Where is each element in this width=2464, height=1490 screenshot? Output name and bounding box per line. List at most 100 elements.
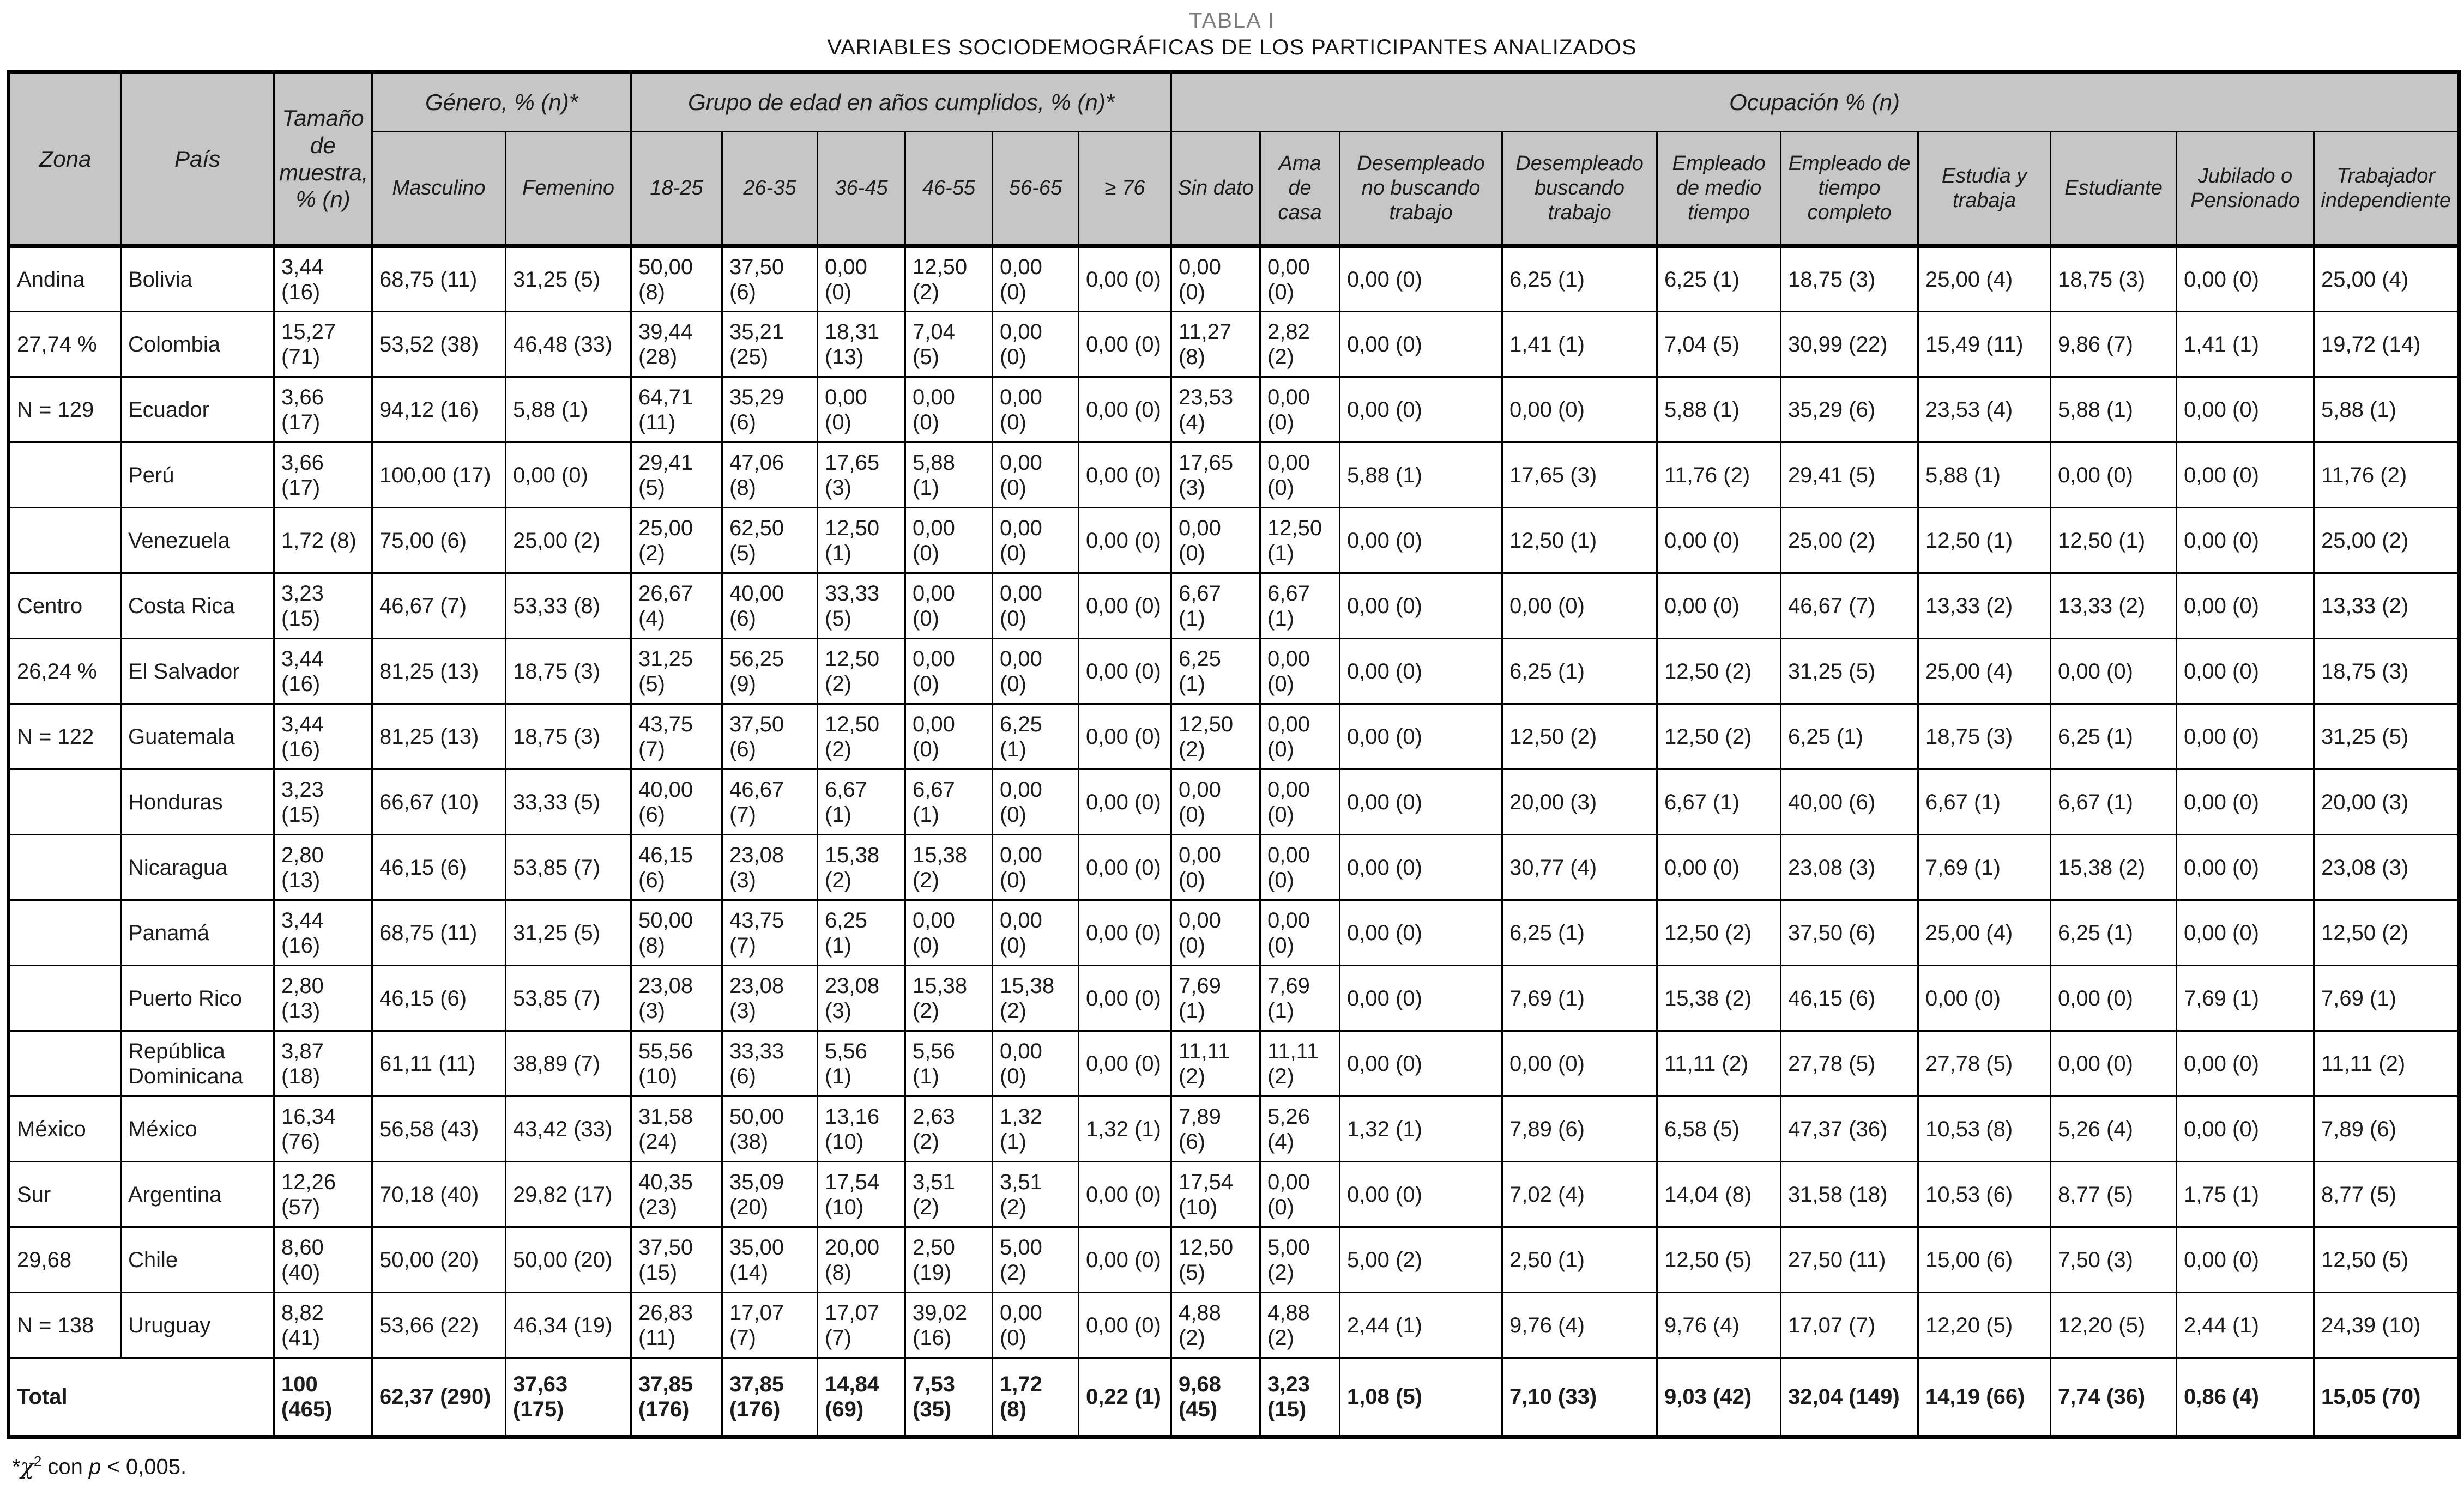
value-cell: 9,76 (4) (1656, 1292, 1782, 1359)
value-cell: 40,35 (23) (630, 1161, 723, 1228)
value-cell: 33,33 (5) (505, 768, 632, 835)
value-cell: 2,50 (19) (904, 1226, 993, 1293)
value-cell: 35,00 (14) (721, 1226, 818, 1293)
value-cell: 3,44 (16) (273, 703, 373, 770)
value-cell: 25,00 (2) (505, 507, 632, 574)
value-cell: 13,33 (2) (2313, 572, 2460, 639)
value-cell: 6,67 (1) (1917, 768, 2052, 835)
value-cell: 12,20 (5) (2050, 1292, 2178, 1359)
value-cell: 2,44 (1) (1339, 1292, 1503, 1359)
value-cell: 0,00 (0) (2050, 441, 2178, 508)
value-cell: 12,50 (2) (904, 245, 993, 312)
value-cell: 9,86 (7) (2050, 311, 2178, 378)
value-cell: 23,08 (3) (630, 965, 723, 1032)
value-cell: 23,08 (3) (2313, 834, 2460, 901)
value-cell: 7,69 (1) (1501, 965, 1658, 1032)
value-cell: 7,69 (1) (1170, 965, 1261, 1032)
value-cell: 39,02 (16) (904, 1292, 993, 1359)
value-cell: 37,50 (6) (721, 245, 818, 312)
value-cell: 46,67 (7) (721, 768, 818, 835)
p-value-symbol: p (89, 1455, 101, 1479)
zona-cell: Sur (8, 1161, 122, 1228)
value-cell: 3,66 (17) (273, 441, 373, 508)
value-cell: 27,50 (11) (1780, 1226, 1919, 1293)
value-cell: 0,00 (0) (1501, 376, 1658, 443)
value-cell: 0,00 (0) (1656, 507, 1782, 574)
pais-cell: Chile (120, 1226, 275, 1293)
value-cell: 11,76 (2) (2313, 441, 2460, 508)
value-cell: 0,00 (0) (1339, 703, 1503, 770)
value-cell: 0,00 (0) (1339, 638, 1503, 705)
pais-cell: Honduras (120, 768, 275, 835)
value-cell: 50,00 (20) (505, 1226, 632, 1293)
value-cell: 5,88 (1) (1656, 376, 1782, 443)
value-cell: 6,25 (1) (1170, 638, 1261, 705)
value-cell: 0,00 (0) (2176, 638, 2315, 705)
value-cell: 9,76 (4) (1501, 1292, 1658, 1359)
value-cell: 17,54 (10) (817, 1161, 906, 1228)
value-cell: 11,27 (8) (1170, 311, 1261, 378)
value-cell: 46,15 (6) (630, 834, 723, 901)
value-cell: 25,00 (2) (2313, 507, 2460, 574)
total-value-cell: 14,19 (66) (1917, 1357, 2052, 1438)
value-cell: 1,32 (1) (992, 1095, 1079, 1162)
value-cell: 13,16 (10) (817, 1095, 906, 1162)
value-cell: 31,25 (5) (630, 638, 723, 705)
value-cell: 1,75 (1) (2176, 1161, 2315, 1228)
value-cell: 0,00 (0) (1170, 899, 1261, 966)
value-cell: 25,00 (2) (1780, 507, 1919, 574)
value-cell: 53,52 (38) (371, 311, 506, 378)
value-cell: 35,29 (6) (721, 376, 818, 443)
value-cell: 8,82 (41) (273, 1292, 373, 1359)
zona-cell: 29,68 (8, 1226, 122, 1293)
value-cell: 75,00 (6) (371, 507, 506, 574)
header-pais: País (120, 71, 275, 247)
value-cell: 18,75 (3) (1780, 245, 1919, 312)
zona-cell: 27,74 % (8, 311, 122, 378)
value-cell: 8,77 (5) (2050, 1161, 2178, 1228)
value-cell: 0,00 (0) (1259, 245, 1341, 312)
value-cell: 0,00 (0) (1077, 572, 1173, 639)
value-cell: 35,29 (6) (1780, 376, 1919, 443)
value-cell: 0,00 (0) (2050, 638, 2178, 705)
value-cell: 0,00 (0) (1077, 638, 1173, 705)
value-cell: 31,25 (5) (505, 899, 632, 966)
header-empleado-tiempo-completo: Empleado de tiempo completo (1780, 131, 1919, 247)
value-cell: 3,87 (18) (273, 1030, 373, 1097)
value-cell: 0,00 (0) (992, 245, 1079, 312)
value-cell: 0,00 (0) (992, 768, 1079, 835)
value-cell: 11,11 (2) (1259, 1030, 1341, 1097)
value-cell: 0,00 (0) (2176, 572, 2315, 639)
value-cell: 4,88 (2) (1170, 1292, 1261, 1359)
value-cell: 0,00 (0) (1077, 899, 1173, 966)
table-row: Puerto Rico 2,80 (13) 46,15 (6) 53,85 (7) 23… (8, 965, 2460, 1032)
table-row: Centro Costa Rica 3,23 (15) 46,67 (7) 53,33 … (8, 572, 2460, 639)
zona-cell: 26,24 % (8, 638, 122, 705)
value-cell: 6,25 (1) (1656, 245, 1782, 312)
value-cell: 18,31 (13) (817, 311, 906, 378)
value-cell: 7,50 (3) (2050, 1226, 2178, 1293)
table-row: Panamá 3,44 (16) 68,75 (11) 31,25 (5) 50,00 … (8, 899, 2460, 966)
value-cell: 7,89 (6) (1170, 1095, 1261, 1162)
value-cell: 0,00 (0) (904, 899, 993, 966)
header-ocupacion-group: Ocupación % (n) (1170, 71, 2460, 132)
value-cell: 5,88 (1) (1917, 441, 2052, 508)
value-cell: 12,50 (1) (1917, 507, 2052, 574)
value-cell: 0,00 (0) (992, 376, 1079, 443)
table-row: 29,68 Chile 8,60 (40) 50,00 (20) 50,00 (20) 3… (8, 1226, 2460, 1293)
total-row: Total 100 (465) 62,37 (290) 37,63 (175) 37,8… (8, 1357, 2460, 1438)
value-cell: 0,00 (0) (1170, 245, 1261, 312)
pais-cell: Puerto Rico (120, 965, 275, 1032)
value-cell: 5,88 (1) (2313, 376, 2460, 443)
value-cell: 0,00 (0) (1077, 245, 1173, 312)
value-cell: 81,25 (13) (371, 638, 506, 705)
value-cell: 26,67 (4) (630, 572, 723, 639)
header-ama-de-casa: Ama de casa (1259, 131, 1341, 247)
value-cell: 0,00 (0) (1339, 245, 1503, 312)
header-masculino: Masculino (371, 131, 506, 247)
value-cell: 46,67 (7) (1780, 572, 1919, 639)
value-cell: 6,67 (1) (2050, 768, 2178, 835)
value-cell: 53,66 (22) (371, 1292, 506, 1359)
value-cell: 0,00 (0) (2176, 1226, 2315, 1293)
